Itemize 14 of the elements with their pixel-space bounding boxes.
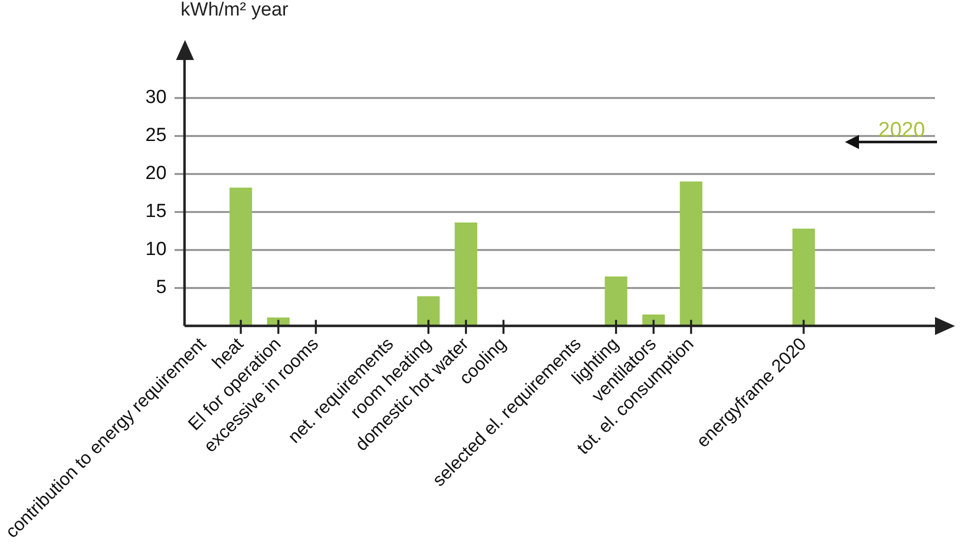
y-axis-title: kWh/m² year: [180, 0, 290, 21]
bar: [604, 276, 628, 326]
y-tick-label: 15: [145, 201, 167, 222]
bar: [417, 296, 440, 326]
bar: [792, 228, 815, 326]
bar: [230, 188, 252, 326]
y-tick-label: 5: [156, 277, 167, 298]
y-tick-label: 25: [145, 125, 167, 146]
y-tick-label: 30: [145, 87, 167, 108]
annotation: 2020: [878, 118, 925, 142]
y-tick-label: 20: [145, 163, 167, 184]
bar: [454, 222, 478, 326]
y-tick-label: 10: [145, 239, 167, 260]
bar: [680, 182, 702, 326]
